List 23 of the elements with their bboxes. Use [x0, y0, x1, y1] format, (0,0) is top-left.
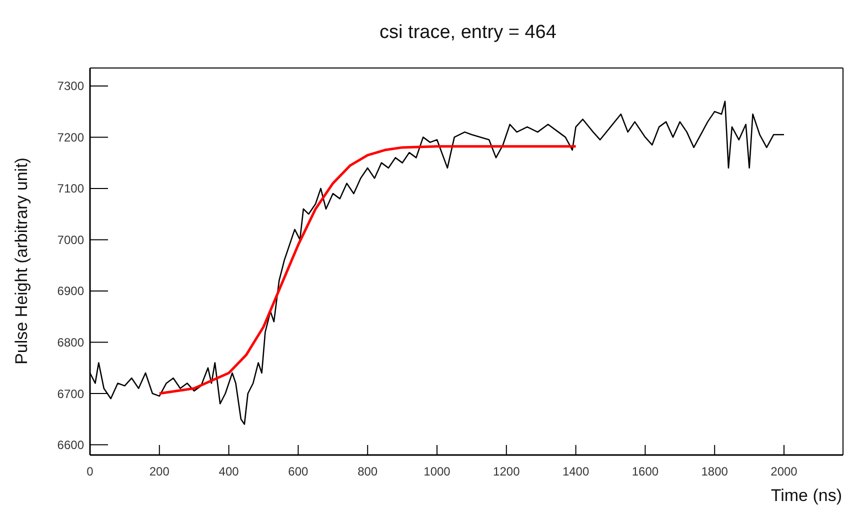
y-tick-label: 7200 [57, 130, 84, 144]
y-tick-label: 7000 [57, 232, 84, 247]
y-axis-title: Pulse Height (arbitrary unit) [12, 158, 32, 364]
y-tick-label: 6800 [57, 335, 84, 350]
x-tick-label: 200 [149, 464, 170, 479]
y-tick-label: 7300 [57, 79, 84, 94]
x-tick-label: 1800 [701, 464, 728, 479]
y-tick-label: 6600 [57, 438, 84, 452]
x-tick-label: 0 [86, 464, 94, 479]
x-axis-title: Time (ns) [770, 486, 842, 506]
x-tick-label: 1200 [493, 464, 520, 479]
x-tick-label: 1400 [562, 464, 590, 479]
y-tick-label: 6700 [57, 386, 84, 401]
x-tick-label: 600 [288, 464, 309, 479]
x-tick-label: 2000 [770, 464, 798, 479]
x-tick-label: 400 [218, 464, 240, 479]
y-tick-label: 6900 [57, 284, 84, 298]
y-tick-label: 7100 [57, 182, 84, 196]
chart-title: csi trace, entry = 464 [378, 22, 558, 44]
x-tick-label: 1600 [632, 464, 659, 479]
x-tick-label: 1000 [424, 464, 451, 479]
line-series [158, 145, 578, 395]
x-tick-label: 800 [358, 464, 378, 479]
